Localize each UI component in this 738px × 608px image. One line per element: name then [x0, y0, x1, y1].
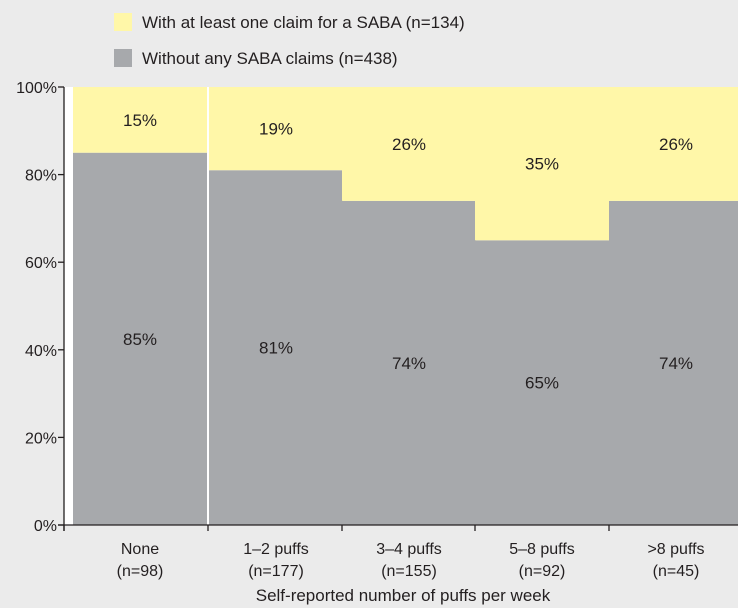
data-label-without-claims-3: 74% — [392, 354, 426, 373]
legend-label-with-claim: With at least one claim for a SABA (n=13… — [142, 13, 465, 32]
bars: 85% 15% 81% 19% 74% 26% 65% 35% 74% 26% — [73, 87, 738, 526]
y-tick-label-20: 20% — [25, 430, 57, 447]
x-tick-count-4: (n=92) — [519, 563, 566, 580]
data-label-without-claims-4: 65% — [525, 374, 559, 393]
bar-without-claims-4 — [475, 240, 609, 526]
legend-swatch-without-claims — [114, 49, 132, 67]
x-tick-label-1: None — [121, 541, 159, 558]
bar-with-claim-1 — [73, 87, 207, 153]
data-label-with-claim-4: 35% — [525, 155, 559, 174]
x-tick-label-4: 5–8 puffs — [509, 541, 575, 558]
x-tick-label-3: 3–4 puffs — [376, 541, 442, 558]
data-label-with-claim-1: 15% — [123, 111, 157, 130]
y-tick-label-80: 80% — [25, 168, 57, 185]
y-tick-label-100: 100% — [16, 80, 57, 97]
bar-without-claims-5 — [609, 200, 738, 525]
bar-with-claim-5 — [609, 87, 738, 201]
y-tick-label-40: 40% — [25, 343, 57, 360]
x-tick-label-5: >8 puffs — [647, 541, 704, 558]
x-axis: None (n=98) 1–2 puffs (n=177) 3–4 puffs (n=15… — [58, 524, 738, 580]
legend: With at least one claim for a SABA (n=13… — [114, 13, 465, 68]
x-tick-count-5: (n=45) — [653, 563, 700, 580]
bar-with-claim-4 — [475, 87, 609, 241]
y-tick-label-60: 60% — [25, 255, 57, 272]
data-label-without-claims-5: 74% — [659, 354, 693, 373]
x-tick-count-3: (n=155) — [381, 563, 437, 580]
bar-with-claim-3 — [342, 87, 476, 201]
y-axis: 0% 20% 40% 60% 80% 100% — [16, 80, 65, 535]
data-label-without-claims-1: 85% — [123, 330, 157, 349]
y-tick-label-0: 0% — [34, 518, 57, 535]
data-label-with-claim-5: 26% — [659, 135, 693, 154]
data-label-with-claim-3: 26% — [392, 135, 426, 154]
data-label-with-claim-2: 19% — [259, 120, 293, 139]
legend-swatch-with-claim — [114, 13, 132, 31]
x-tick-count-1: (n=98) — [117, 563, 164, 580]
bar-without-claims-1 — [73, 152, 207, 525]
bar-without-claims-2 — [209, 170, 343, 525]
legend-label-without-claims: Without any SABA claims (n=438) — [142, 49, 398, 68]
bar-without-claims-3 — [342, 200, 476, 525]
bar-with-claim-2 — [209, 87, 343, 171]
x-axis-title: Self-reported number of puffs per week — [256, 586, 551, 605]
x-tick-label-2: 1–2 puffs — [243, 541, 309, 558]
data-label-without-claims-2: 81% — [259, 339, 293, 358]
x-tick-count-2: (n=177) — [248, 563, 304, 580]
